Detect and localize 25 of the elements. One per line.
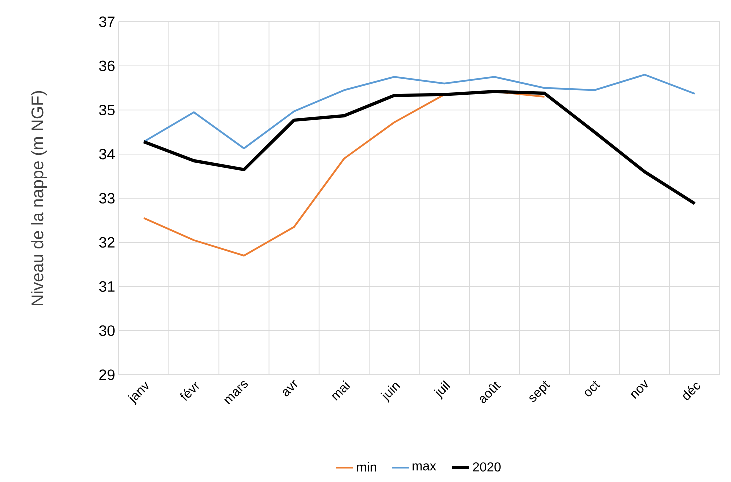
y-tick-label: 36: [99, 60, 115, 72]
x-tick-label: août: [480, 382, 502, 404]
y-tick-label: 30: [99, 326, 115, 336]
x-tick-label: avr: [283, 380, 298, 397]
x-tick-label: oct: [585, 381, 601, 397]
y-tick-label: 31: [99, 281, 115, 292]
x-tick-label: nov: [630, 380, 648, 400]
y-tick-label: 34: [99, 149, 116, 160]
y-tick-label: 29: [100, 370, 115, 380]
x-tick-label: févr: [180, 382, 200, 402]
line-series: [142, 90, 697, 206]
x-tick-label: juin: [380, 383, 400, 403]
legend-label: max: [412, 464, 436, 471]
y-tick-label: 32: [99, 237, 115, 248]
line-series: [143, 74, 696, 150]
y-tick-label: 35: [99, 104, 115, 116]
y-tick-label: 33: [99, 193, 115, 204]
x-tick-label: sept: [530, 381, 551, 402]
x-tick-label: mai: [332, 380, 350, 401]
y-tick-label: 37: [99, 16, 115, 28]
x-tick-label: juil: [434, 380, 451, 400]
x-tick-label: déc: [683, 383, 701, 400]
legend-label: min: [357, 462, 376, 472]
y-axis-title: Niveau de la nappe (m NGF): [31, 91, 48, 306]
legend-label: 2020: [473, 462, 501, 472]
